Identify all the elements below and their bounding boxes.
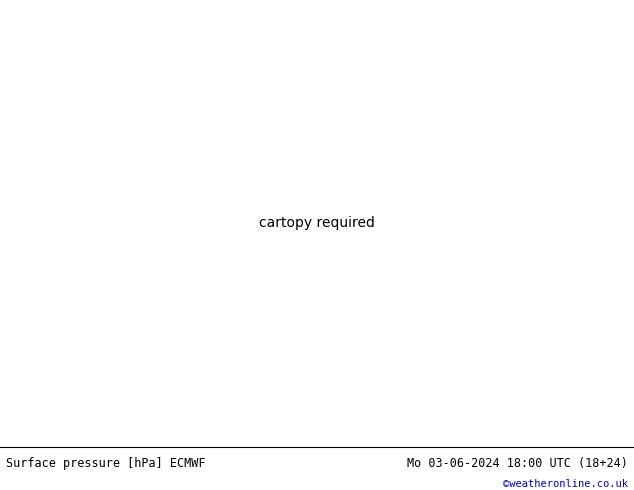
Text: Surface pressure [hPa] ECMWF: Surface pressure [hPa] ECMWF bbox=[6, 457, 206, 470]
Text: Mo 03-06-2024 18:00 UTC (18+24): Mo 03-06-2024 18:00 UTC (18+24) bbox=[407, 457, 628, 470]
Text: ©weatheronline.co.uk: ©weatheronline.co.uk bbox=[503, 479, 628, 489]
Text: cartopy required: cartopy required bbox=[259, 217, 375, 230]
